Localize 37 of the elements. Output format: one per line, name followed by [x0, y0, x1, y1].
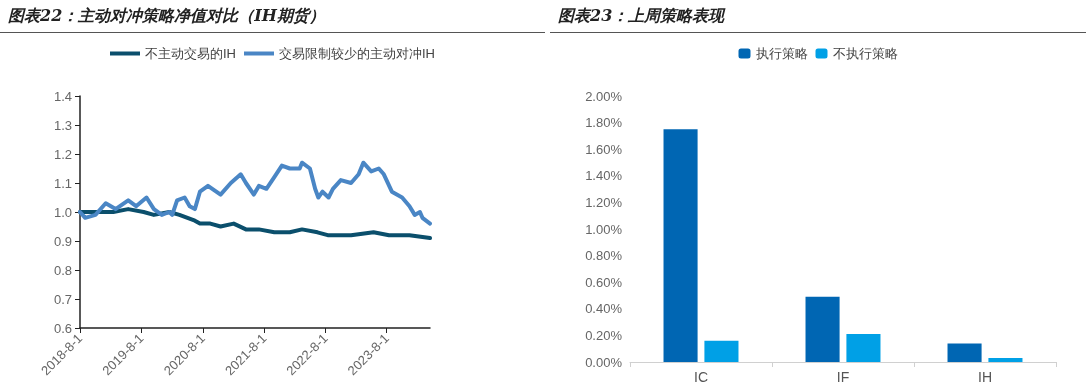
x-tick-label: IH — [978, 369, 992, 385]
chart-title: 图表23：上周策略表现 — [558, 6, 725, 27]
bar — [846, 334, 881, 362]
y-tick-label: 0.60% — [585, 274, 623, 290]
y-tick-label: 0.7 — [53, 291, 72, 307]
y-tick-label: 1.2 — [53, 146, 72, 162]
chart-title: 图表22：主动对冲策略净值对比（IH期货） — [8, 6, 325, 27]
x-tick-label: IC — [694, 369, 708, 385]
y-tick-label: 1.40% — [585, 168, 623, 184]
y-tick-label: 0.80% — [585, 248, 623, 264]
y-tick-label: 1.1 — [53, 175, 72, 191]
y-tick-label: 0.6 — [53, 320, 72, 336]
y-tick-label: 0.40% — [585, 301, 623, 317]
line-series — [78, 160, 432, 226]
y-tick-label: 1.3 — [53, 117, 72, 133]
y-tick-label: 2.00% — [585, 88, 623, 104]
y-tick-label: 1.20% — [585, 194, 623, 210]
y-tick-label: 1.0 — [53, 204, 72, 220]
legend-label: 不主动交易的IH — [145, 46, 236, 61]
bar — [988, 358, 1023, 362]
legend-label: 不执行策略 — [832, 46, 898, 61]
y-tick-label: 0.20% — [585, 327, 623, 343]
bar — [947, 343, 982, 362]
y-tick-label: 1.00% — [585, 221, 623, 237]
y-tick-label: 0.8 — [53, 262, 72, 278]
y-tick-label: 1.80% — [585, 115, 623, 131]
x-tick-label: IF — [836, 369, 850, 385]
y-tick-label: 0.00% — [585, 354, 623, 370]
bar — [805, 296, 840, 362]
y-tick-label: 1.60% — [585, 141, 623, 157]
bar — [663, 129, 698, 362]
legend-label: 执行策略 — [755, 46, 808, 61]
bar — [704, 340, 739, 362]
legend-label: 交易限制较少的主动对冲IH — [279, 46, 435, 61]
y-tick-label: 1.4 — [53, 88, 72, 104]
line-series — [78, 207, 432, 241]
y-tick-label: 0.9 — [53, 233, 72, 249]
